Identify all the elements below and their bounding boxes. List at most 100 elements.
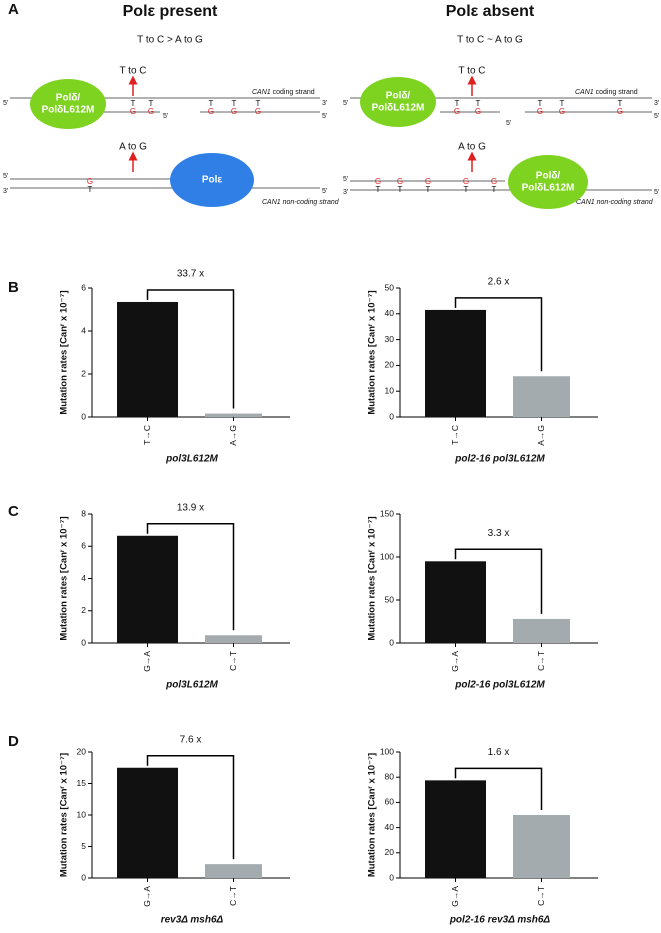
polymerase-label: PolδL612M: [372, 103, 425, 114]
y-tick-label: 5: [81, 841, 86, 851]
y-tick-label: 4: [81, 573, 86, 583]
base-mismatch: G: [231, 107, 237, 116]
x-axis-label: pol3L612M: [165, 454, 218, 465]
y-tick-label: 6: [81, 541, 86, 551]
y-tick-label: 80: [385, 771, 395, 781]
y-tick-label: 50: [385, 594, 395, 604]
strand-name: non-coding strand: [597, 199, 654, 206]
noncoding-strand-label: CAN1 non-coding strand: [262, 199, 340, 206]
x-tick-label: G→A: [142, 651, 152, 672]
y-axis-label: Mutation rates [Canʳ x 10⁻⁷]: [367, 516, 378, 640]
y-axis-label: Mutation rates [Canʳ x 10⁻⁷]: [367, 753, 378, 877]
y-tick-label: 0: [389, 637, 394, 647]
panel-label: C: [8, 503, 19, 520]
x-tick-label: G→A: [450, 651, 460, 672]
base-mismatch: G: [208, 107, 214, 116]
bar: [513, 618, 570, 643]
base-mismatch: G: [255, 107, 261, 116]
bar: [205, 635, 262, 643]
fold-annotation: 1.6 x: [488, 747, 510, 758]
bracket: [454, 297, 543, 372]
bracket: [146, 755, 235, 860]
base-mismatch: G: [475, 107, 481, 116]
base-mismatch: G: [148, 107, 154, 116]
y-tick-label: 50: [385, 282, 395, 292]
polymerase-label: Polε: [202, 175, 223, 186]
panel-label: B: [8, 279, 19, 296]
fold-annotation: 13.9 x: [177, 502, 204, 513]
strand-end: 3': [654, 100, 659, 107]
bar: [513, 376, 570, 417]
base-mismatch: G: [87, 177, 93, 186]
y-tick-label: 2: [81, 368, 86, 378]
y-tick-label: 60: [385, 797, 395, 807]
strand-name: coding strand: [273, 89, 315, 96]
coding-strand-label: CAN1 coding strand: [575, 89, 638, 96]
fold-annotation: 7.6 x: [180, 734, 202, 745]
base: T: [398, 185, 403, 194]
bar: [117, 767, 178, 878]
base-mismatch: G: [397, 177, 403, 186]
base: T: [464, 185, 469, 194]
y-tick-label: 0: [81, 637, 86, 647]
polymerase: [30, 79, 106, 129]
y-tick-label: 4: [81, 325, 86, 335]
x-tick-label: T→C: [142, 425, 152, 445]
x-axis-label: pol3L612M: [165, 680, 218, 691]
x-tick-label: T→C: [450, 425, 460, 445]
x-tick-label: A→G: [536, 425, 546, 446]
diagram-summary: T to C ~ A to G: [457, 35, 523, 46]
bar: [425, 309, 486, 417]
bracket: [454, 548, 543, 614]
strand-end: 5': [3, 100, 8, 107]
x-tick-label: C→T: [536, 886, 546, 906]
gene-name: CAN1: [252, 89, 271, 96]
gene-name: CAN1: [262, 199, 281, 206]
base: T: [88, 185, 93, 194]
base: T: [209, 99, 214, 108]
y-tick-label: 6: [81, 282, 86, 292]
bar: [117, 301, 178, 417]
strand-end: 3': [343, 189, 348, 196]
base-mismatch: G: [375, 177, 381, 186]
strand-name: non-coding strand: [283, 199, 340, 206]
x-tick-label: C→T: [536, 651, 546, 671]
base: T: [492, 185, 497, 194]
strand-end: 5': [654, 189, 659, 196]
base: T: [560, 99, 565, 108]
polymerase-label: Polδ/: [386, 91, 411, 102]
bar: [205, 413, 262, 417]
bar: [117, 535, 178, 643]
base: T: [376, 185, 381, 194]
x-tick-label: C→T: [228, 651, 238, 671]
strand-end: 3': [322, 100, 327, 107]
y-tick-label: 40: [385, 822, 395, 832]
diagram-summary: T to C > A to G: [137, 35, 203, 46]
polymerase-label: Polδ/: [56, 93, 81, 104]
base: T: [149, 99, 154, 108]
bracket: [146, 523, 235, 631]
base: T: [455, 99, 460, 108]
strand-end: 5': [343, 100, 348, 107]
y-tick-label: 100: [380, 746, 394, 756]
base-mismatch: G: [454, 107, 460, 116]
y-tick-label: 40: [385, 308, 395, 318]
x-axis-label: pol2-16 pol3L612M: [454, 680, 545, 691]
polymerase: [170, 153, 254, 207]
strand-end: 5': [343, 176, 348, 183]
y-axis-label: Mutation rates [Canʳ x 10⁻⁷]: [59, 753, 70, 877]
x-tick-label: A→G: [228, 425, 238, 446]
base: T: [256, 99, 261, 108]
bar: [425, 780, 486, 878]
base-mismatch: G: [537, 107, 543, 116]
bar: [425, 561, 486, 643]
polymerase: [508, 155, 588, 209]
base-mismatch: G: [559, 107, 565, 116]
x-tick-label: C→T: [228, 886, 238, 906]
base-mismatch: G: [617, 107, 623, 116]
base-mismatch: G: [463, 177, 469, 186]
mutation-label: T to C: [458, 66, 485, 77]
y-tick-label: 20: [385, 360, 395, 370]
diagram-title: Polε present: [123, 3, 218, 20]
panel-label: D: [8, 733, 19, 750]
